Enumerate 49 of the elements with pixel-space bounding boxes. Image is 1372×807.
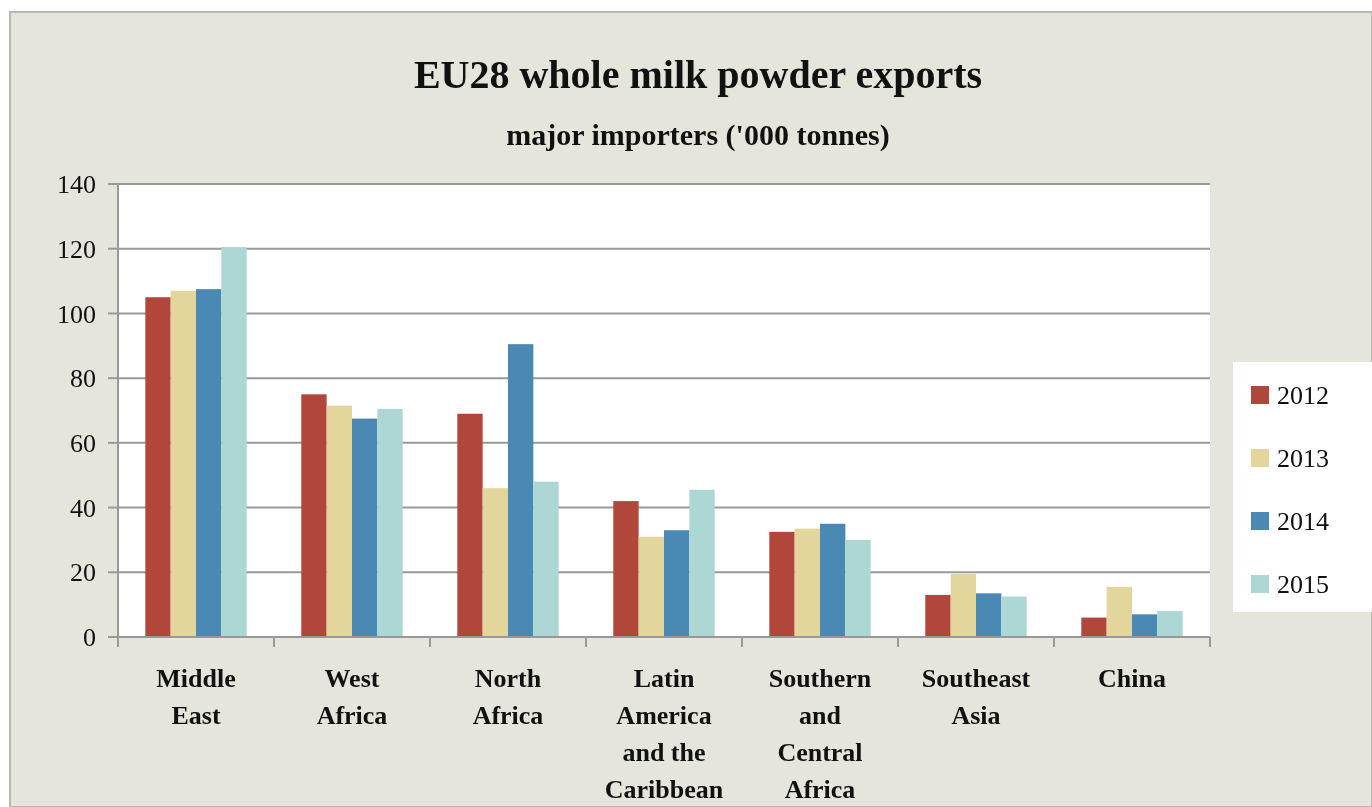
bar [820,523,846,637]
x-tick-label: North Africa [472,664,544,730]
legend-label: 2014 [1277,507,1329,537]
y-tick-label: 140 [57,170,96,200]
y-tick-label: 0 [83,623,96,653]
bar [845,539,871,637]
bar [457,413,483,637]
bar [508,344,534,637]
x-tick-label: Middle East [156,664,236,730]
bar [1157,611,1183,637]
bar [1001,596,1027,637]
bar [769,531,795,637]
bar [1106,586,1132,637]
x-tick-label: West Africa [316,664,388,730]
bar [613,501,639,637]
bar [950,573,976,637]
bar [482,488,508,637]
bar [170,290,196,637]
bar [664,530,690,637]
legend-label: 2015 [1277,570,1329,600]
bar [145,297,171,637]
bar [1132,614,1158,637]
x-tick-label: Southeast Asia [921,664,1031,730]
bar [221,247,247,637]
bar [196,289,222,637]
legend-label: 2012 [1277,381,1329,411]
y-tick-label: 40 [70,493,96,523]
bar [533,481,559,637]
x-tick-label: China [1098,664,1166,693]
y-tick-label: 20 [70,558,96,588]
legend-label: 2013 [1277,444,1329,474]
y-tick-label: 80 [70,364,96,394]
chart-subtitle: major importers ('000 tonnes) [506,118,890,152]
bar [326,405,352,637]
y-tick-label: 120 [57,234,96,264]
y-tick-label: 100 [57,299,96,329]
bar [1081,617,1107,637]
chart-title: EU28 whole milk powder exports [413,52,983,97]
bar [689,489,715,637]
y-tick-label: 60 [70,428,96,458]
x-tick-label: Latin America and the Caribbean [604,664,724,804]
bar [301,394,327,637]
x-tick-label: Southern and Central Africa [768,664,872,804]
bar [925,594,951,637]
bar [377,408,403,637]
bar [976,593,1002,637]
bar [638,536,664,637]
bar [794,528,820,637]
bar [352,418,378,637]
